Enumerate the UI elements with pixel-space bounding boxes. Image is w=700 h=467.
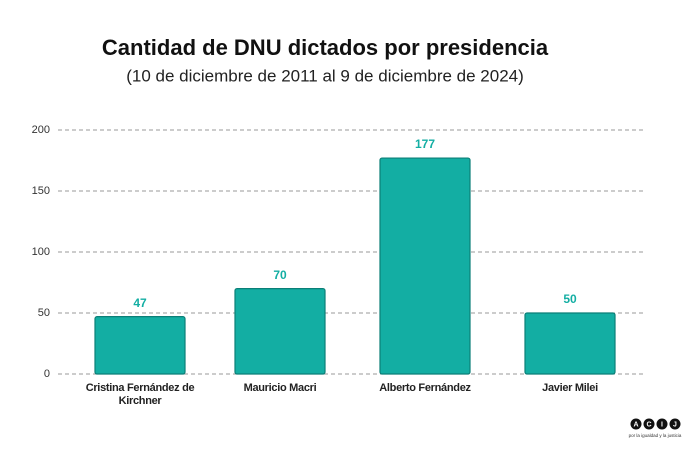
y-tick-label: 200 bbox=[32, 124, 50, 136]
logo-dot bbox=[656, 418, 668, 430]
chart-subtitle: (10 de diciembre de 2011 al 9 de diciemb… bbox=[126, 66, 524, 85]
chart-title: Cantidad de DNU dictados por presidencia bbox=[102, 35, 549, 60]
data-label: 177 bbox=[415, 137, 435, 151]
x-tick-label: Mauricio Macri bbox=[243, 382, 317, 394]
bar bbox=[94, 316, 186, 375]
logo-letter: A bbox=[633, 421, 638, 428]
data-label: 70 bbox=[273, 268, 287, 282]
y-tick-label: 150 bbox=[32, 185, 50, 197]
y-tick-label: 0 bbox=[44, 368, 50, 380]
logo-letter: I bbox=[661, 421, 663, 428]
logo-dot bbox=[669, 418, 681, 430]
logo-dot bbox=[643, 418, 655, 430]
x-tick-label: Alberto Fernández bbox=[379, 382, 471, 394]
x-tick-label: Cristina Fernández de Kirchner bbox=[85, 382, 195, 407]
bar bbox=[524, 312, 616, 375]
logo-letter: J bbox=[673, 421, 677, 428]
logo-dot bbox=[630, 418, 642, 430]
data-label: 47 bbox=[133, 296, 147, 310]
logo-letter: C bbox=[646, 421, 651, 428]
x-tick-label: Javier Milei bbox=[542, 382, 598, 394]
y-tick-label: 100 bbox=[32, 246, 50, 258]
logo-tagline: por la igualdad y la justicia bbox=[629, 433, 682, 438]
bar bbox=[379, 157, 471, 375]
y-tick-label: 50 bbox=[38, 307, 50, 319]
data-label: 50 bbox=[563, 292, 577, 306]
bar bbox=[234, 288, 326, 375]
